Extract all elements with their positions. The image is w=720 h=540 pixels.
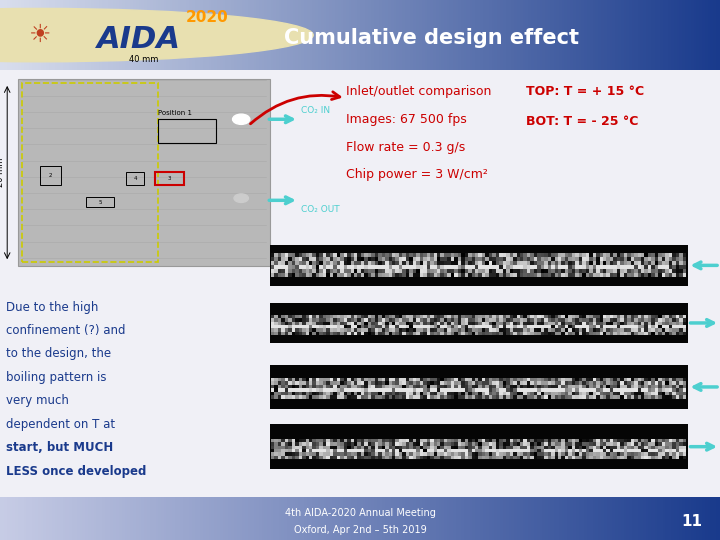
Bar bbox=[270, 364, 688, 409]
Text: CO₂ IN: CO₂ IN bbox=[301, 106, 330, 115]
Bar bbox=[270, 303, 688, 343]
Text: 20 mm: 20 mm bbox=[0, 158, 4, 187]
Text: Inlet/outlet comparison: Inlet/outlet comparison bbox=[346, 85, 491, 98]
Bar bbox=[126, 172, 144, 185]
Circle shape bbox=[233, 114, 250, 124]
Text: ☀: ☀ bbox=[28, 23, 51, 47]
Bar bbox=[40, 166, 61, 185]
Bar bbox=[270, 245, 688, 286]
Circle shape bbox=[0, 9, 313, 62]
Text: 2020: 2020 bbox=[186, 10, 228, 25]
Text: dependent on T at: dependent on T at bbox=[6, 418, 115, 431]
Text: confinement (?) and: confinement (?) and bbox=[6, 324, 125, 337]
Text: AIDA: AIDA bbox=[97, 25, 181, 54]
Text: boiling pattern is: boiling pattern is bbox=[6, 371, 107, 384]
Text: 4th AIDA-2020 Annual Meeting: 4th AIDA-2020 Annual Meeting bbox=[284, 508, 436, 518]
Bar bbox=[270, 424, 688, 469]
Text: 3: 3 bbox=[168, 176, 171, 181]
Text: CO₂ OUT: CO₂ OUT bbox=[301, 205, 340, 214]
Text: Images: 67 500 fps: Images: 67 500 fps bbox=[346, 113, 467, 126]
Text: LESS once developed: LESS once developed bbox=[6, 465, 146, 478]
Bar bbox=[155, 172, 184, 185]
Bar bbox=[22, 83, 158, 262]
Bar bbox=[18, 79, 270, 266]
Bar bbox=[86, 197, 114, 207]
Text: Oxford, Apr 2nd – 5th 2019: Oxford, Apr 2nd – 5th 2019 bbox=[294, 525, 426, 536]
Text: 40 mm: 40 mm bbox=[130, 55, 158, 64]
Circle shape bbox=[234, 194, 248, 202]
Text: to the design, the: to the design, the bbox=[6, 348, 111, 361]
Text: TOP: T = + 15 °C: TOP: T = + 15 °C bbox=[526, 85, 644, 98]
Text: Flow rate = 0.3 g/s: Flow rate = 0.3 g/s bbox=[346, 140, 465, 153]
Text: 11: 11 bbox=[681, 515, 702, 529]
Text: start, but MUCH: start, but MUCH bbox=[6, 441, 113, 454]
Text: Chip power = 3 W/cm²: Chip power = 3 W/cm² bbox=[346, 168, 487, 181]
Bar bbox=[158, 119, 216, 143]
Text: 2: 2 bbox=[49, 173, 52, 178]
Bar bbox=[155, 172, 184, 185]
Text: BOT: T = - 25 °C: BOT: T = - 25 °C bbox=[526, 115, 638, 128]
Text: Due to the high: Due to the high bbox=[6, 301, 98, 314]
Text: very much: very much bbox=[6, 394, 68, 407]
Text: 5: 5 bbox=[99, 199, 102, 205]
Text: Cumulative design effect: Cumulative design effect bbox=[284, 28, 580, 48]
Text: 4: 4 bbox=[133, 176, 137, 181]
Text: Position 1: Position 1 bbox=[158, 110, 192, 116]
